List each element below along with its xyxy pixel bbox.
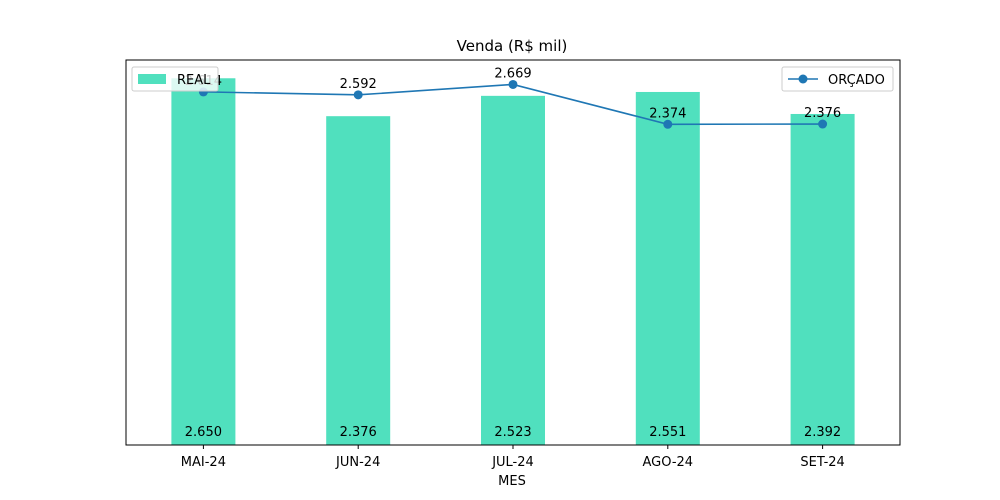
bar-real-0 xyxy=(171,78,236,446)
point-orcado-3 xyxy=(663,119,673,129)
bar-labels-layer: 2.650 2.376 2.523 2.551 2.392 xyxy=(185,425,841,440)
bar-real-3 xyxy=(635,91,700,445)
x-axis: MAI-24 JUN-24 JUL-24 AGO-24 SET-24 xyxy=(181,445,845,470)
legend-real: REAL xyxy=(131,66,219,92)
point-orcado-label-3: 2.374 xyxy=(649,106,686,121)
point-orcado-label-2: 2.669 xyxy=(494,66,531,81)
x-axis-label: MES xyxy=(498,474,526,489)
legend-real-frame xyxy=(131,66,219,92)
legend-real-label: REAL xyxy=(177,73,211,88)
x-tick-label-0: MAI-24 xyxy=(181,455,226,470)
point-orcado-1 xyxy=(353,90,363,100)
legend-orcado-frame xyxy=(781,66,894,92)
line-layer xyxy=(198,79,828,129)
bar-real-1 xyxy=(326,116,391,446)
x-tick-label-3: AGO-24 xyxy=(643,455,694,470)
bars-layer xyxy=(171,78,855,446)
x-tick-label-1: JUN-24 xyxy=(335,455,380,470)
bar-real-4 xyxy=(790,113,855,446)
bar-real-label-3: 2.551 xyxy=(649,425,686,440)
bar-real-2 xyxy=(481,95,545,445)
legend-orcado: ORÇADO xyxy=(781,66,894,92)
bar-real-label-4: 2.392 xyxy=(804,425,841,440)
chart-title: Venda (R$ mil) xyxy=(457,37,568,55)
x-tick-label-4: SET-24 xyxy=(800,455,844,470)
bar-real-label-0: 2.650 xyxy=(185,425,222,440)
legend-orcado-label: ORÇADO xyxy=(828,73,885,88)
legend-real-swatch xyxy=(138,74,166,84)
x-tick-label-2: JUL-24 xyxy=(491,455,534,470)
point-orcado-2 xyxy=(508,79,518,89)
point-orcado-label-4: 2.376 xyxy=(804,106,841,121)
bar-real-label-1: 2.376 xyxy=(340,425,377,440)
point-orcado-4 xyxy=(818,119,828,129)
point-orcado-label-1: 2.592 xyxy=(340,77,377,92)
legend-orcado-marker xyxy=(798,74,808,84)
bar-real-label-2: 2.523 xyxy=(494,425,531,440)
